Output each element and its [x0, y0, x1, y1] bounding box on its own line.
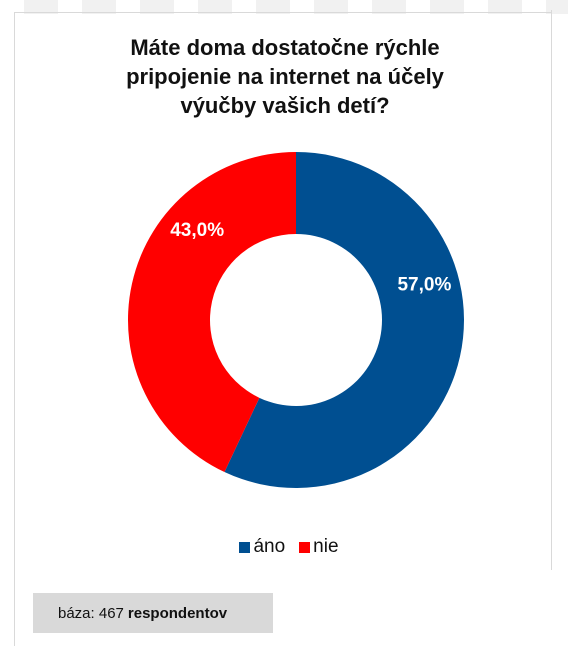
base-note: báza: 467 respondentov	[33, 593, 273, 633]
header-stripes	[0, 0, 568, 14]
frame-border-top	[14, 12, 552, 13]
donut-slice-nie	[127, 152, 296, 473]
legend-item-ano: áno	[239, 536, 285, 558]
chart-title: Máte doma dostatočne rýchle pripojenie n…	[40, 33, 530, 120]
donut-slice-labels: 57,0% 43,0%	[170, 220, 451, 295]
data-label-nie: 43,0%	[170, 220, 224, 241]
chart-title-line-3: výučby vašich detí?	[180, 93, 390, 118]
frame-border-left	[14, 12, 15, 646]
chart-legend: áno nie	[0, 536, 568, 558]
legend-swatch-ano	[239, 541, 251, 553]
donut-slices	[127, 152, 464, 488]
base-note-bold: respondentov	[127, 604, 228, 622]
chart-title-line-1: Máte doma dostatočne rýchle	[130, 35, 440, 60]
legend-item-nie: nie	[299, 536, 339, 558]
base-note-prefix: báza: 467	[58, 604, 124, 622]
chart-title-line-2: pripojenie na internet na účely	[126, 64, 444, 89]
legend-label-nie: nie	[313, 536, 339, 557]
legend-swatch-nie	[299, 541, 311, 553]
frame-border-right	[551, 10, 552, 570]
data-label-ano: 57,0%	[397, 274, 451, 295]
legend-label-ano: áno	[253, 536, 286, 557]
donut-slice-ano	[224, 152, 464, 488]
